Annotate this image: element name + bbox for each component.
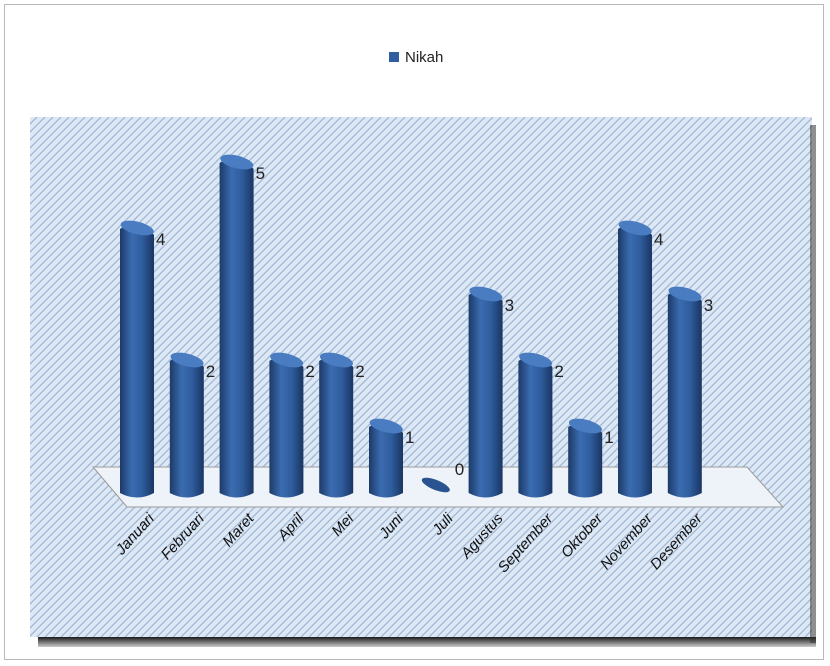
bar [421, 477, 450, 493]
data-label: 3 [704, 296, 713, 315]
bar-cap [319, 352, 354, 368]
bar-body [120, 223, 154, 498]
bar [369, 418, 403, 498]
bar-cap [220, 154, 254, 170]
bar-body [667, 289, 702, 498]
bar [568, 418, 603, 498]
bar-body [369, 421, 403, 498]
bar [667, 286, 702, 498]
legend: Nikah [389, 49, 443, 66]
bars-layer [120, 154, 702, 498]
data-label: 2 [554, 362, 563, 381]
data-label: 4 [156, 230, 165, 249]
bar-body [219, 157, 254, 498]
data-label: 3 [505, 296, 514, 315]
data-label: 5 [256, 164, 265, 183]
bar-body [618, 223, 652, 498]
bar [468, 286, 503, 498]
plot-shadow-side [810, 125, 816, 643]
bar [319, 352, 354, 498]
data-label: 4 [654, 230, 663, 249]
bar [120, 220, 154, 498]
data-label: 1 [604, 428, 613, 447]
bar-body [269, 355, 304, 498]
bar-cap [421, 477, 450, 493]
bar-cap [618, 220, 652, 236]
bar-cap [469, 286, 503, 302]
plot-shadow [38, 637, 816, 647]
bar [169, 352, 204, 498]
legend-label: Nikah [405, 49, 443, 66]
data-label: 2 [206, 362, 215, 381]
bar-cap [369, 418, 403, 434]
bar-body [468, 289, 503, 498]
bar-cap [120, 220, 154, 236]
bar [518, 352, 553, 498]
data-label: 0 [455, 460, 464, 479]
bar-cap [668, 286, 702, 302]
bar-cap [519, 352, 553, 368]
data-label: 2 [355, 362, 364, 381]
bar [618, 220, 652, 498]
bar-cap [568, 418, 603, 434]
data-label: 1 [405, 428, 414, 447]
bar-body [518, 355, 553, 498]
legend-swatch [389, 52, 399, 62]
bar-cap [270, 352, 304, 368]
bar [269, 352, 304, 498]
data-labels-layer: 4 2 5 2 2 1 0 3 2 1 4 3 [156, 164, 713, 479]
bar-cap [170, 352, 204, 368]
bar-body [319, 355, 354, 498]
bar-body [568, 421, 603, 498]
data-label: 2 [305, 362, 314, 381]
bar [219, 154, 254, 498]
bar-body [169, 355, 204, 498]
